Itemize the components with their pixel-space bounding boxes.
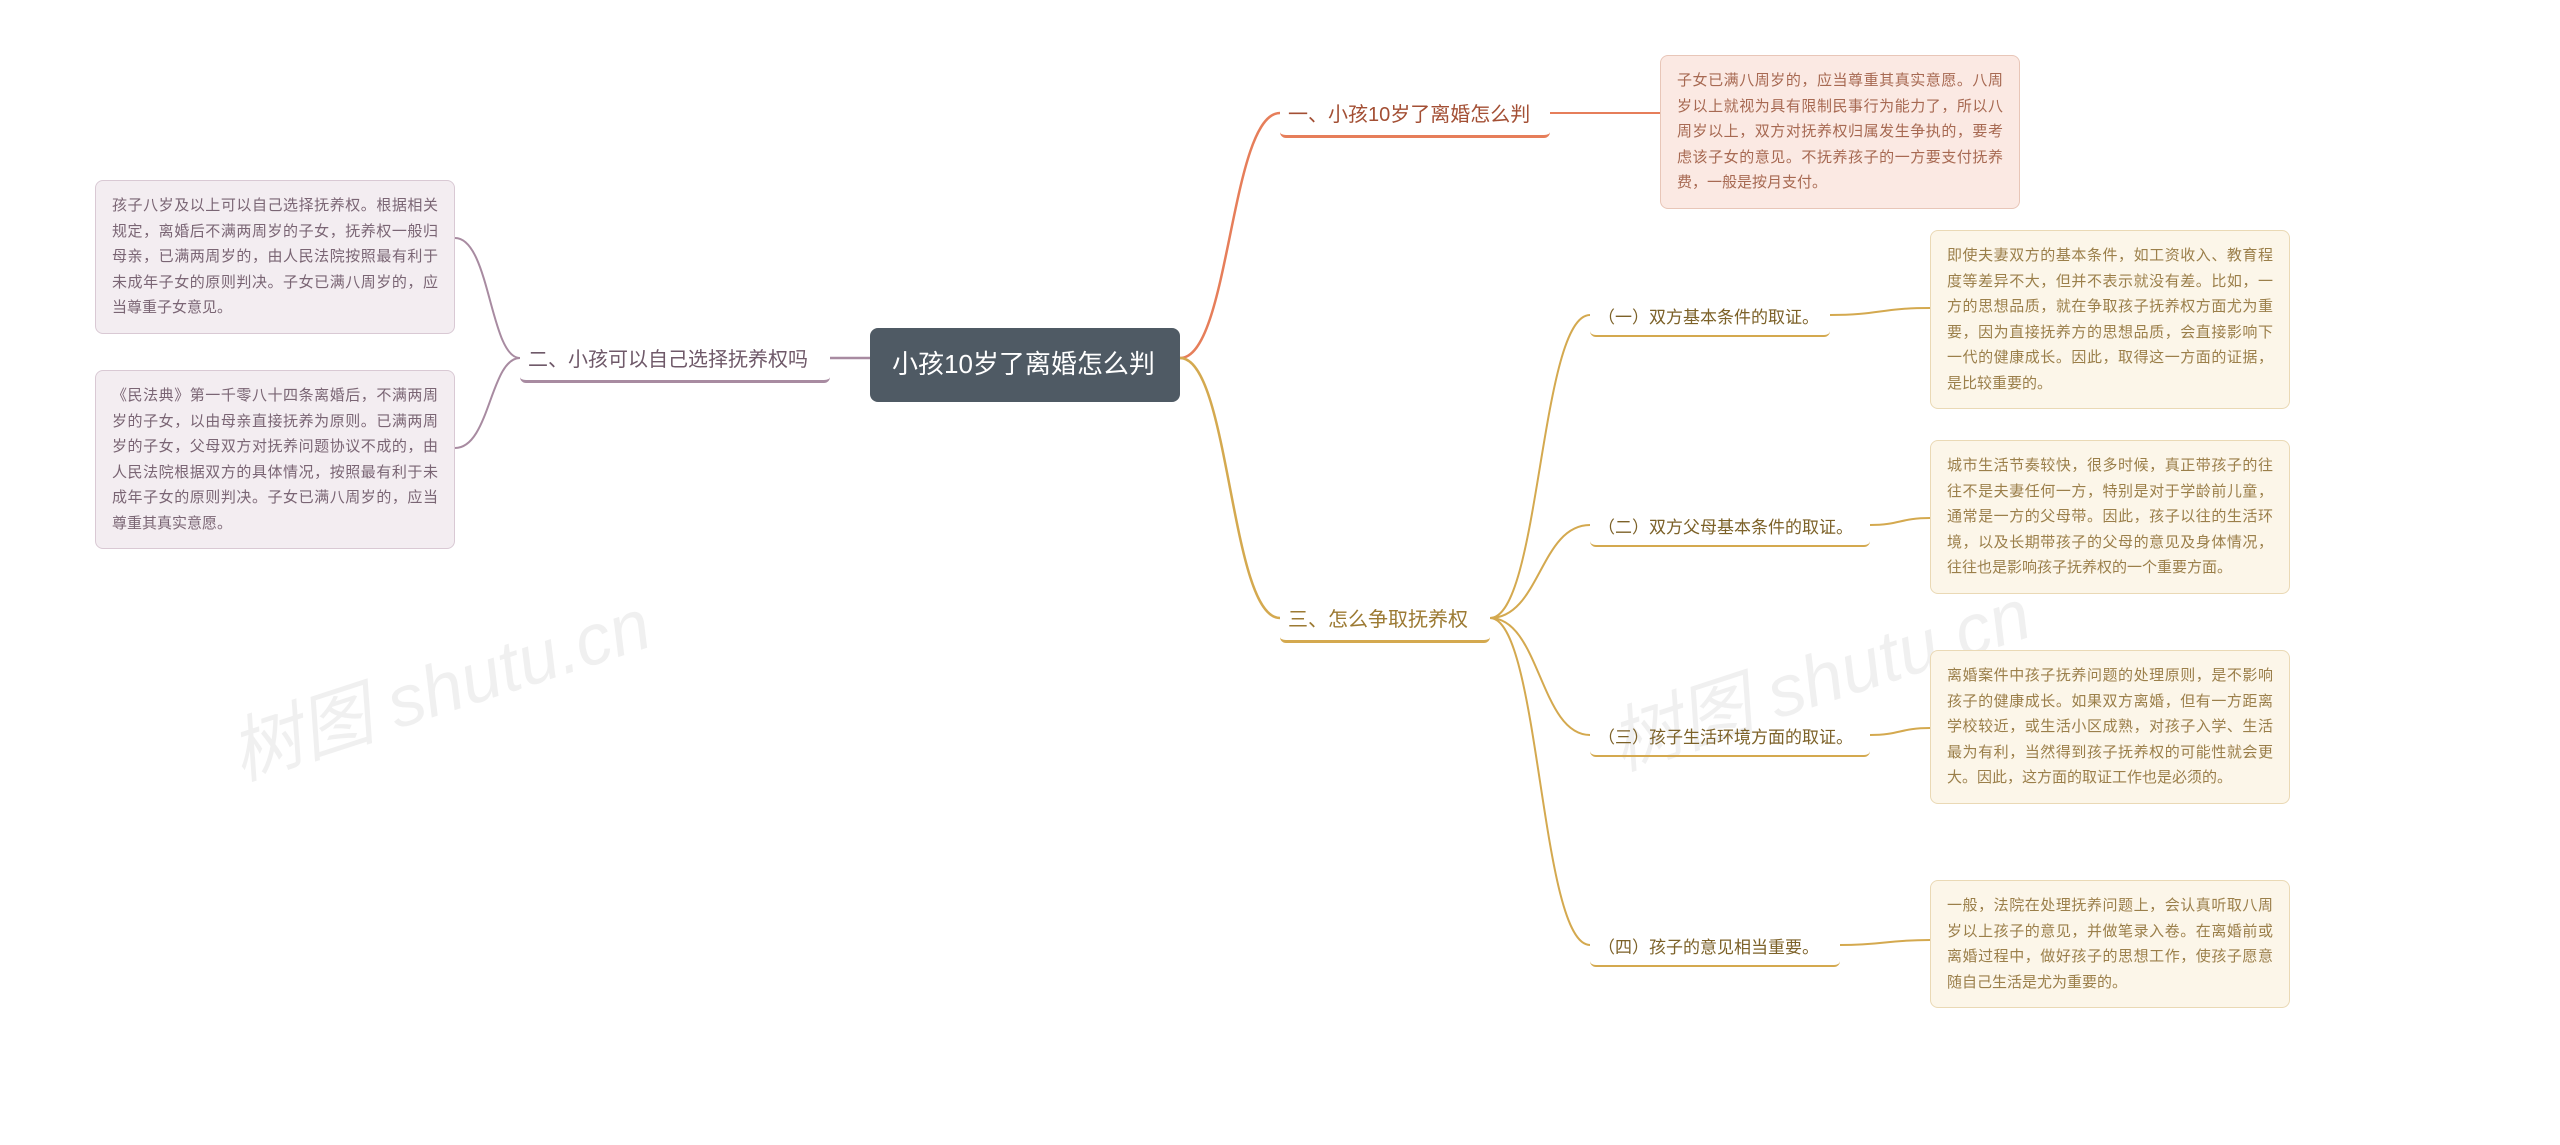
leaf-3-3: 离婚案件中孩子抚养问题的处理原则，是不影响孩子的健康成长。如果双方离婚，但有一方…	[1930, 650, 2290, 804]
sub-3-4[interactable]: （四）孩子的意见相当重要。	[1590, 930, 1840, 967]
leaf-3-1: 即使夫妻双方的基本条件，如工资收入、教育程度等差异不大，但并不表示就没有差。比如…	[1930, 230, 2290, 409]
leaf-3-2: 城市生活节奏较快，很多时候，真正带孩子的往往不是夫妻任何一方，特别是对于学龄前儿…	[1930, 440, 2290, 594]
root-node[interactable]: 小孩10岁了离婚怎么判	[870, 328, 1180, 402]
leaf-1-1: 子女已满八周岁的，应当尊重其真实意愿。八周岁以上就视为具有限制民事行为能力了，所…	[1660, 55, 2020, 209]
branch-3[interactable]: 三、怎么争取抚养权	[1280, 600, 1490, 643]
watermark-text: 树图 shutu.cn	[214, 565, 661, 800]
sub-3-2[interactable]: （二）双方父母基本条件的取证。	[1590, 510, 1870, 547]
leaf-3-4: 一般，法院在处理抚养问题上，会认真听取八周岁以上孩子的意见，并做笔录入卷。在离婚…	[1930, 880, 2290, 1008]
sub-3-1[interactable]: （一）双方基本条件的取证。	[1590, 300, 1830, 337]
branch-1[interactable]: 一、小孩10岁了离婚怎么判	[1280, 95, 1550, 138]
leaf-2-1: 孩子八岁及以上可以自己选择抚养权。根据相关规定，离婚后不满两周岁的子女，抚养权一…	[95, 180, 455, 334]
sub-3-3[interactable]: （三）孩子生活环境方面的取证。	[1590, 720, 1870, 757]
leaf-2-2: 《民法典》第一千零八十四条离婚后，不满两周岁的子女，以由母亲直接抚养为原则。已满…	[95, 370, 455, 549]
branch-2[interactable]: 二、小孩可以自己选择抚养权吗	[520, 340, 830, 383]
